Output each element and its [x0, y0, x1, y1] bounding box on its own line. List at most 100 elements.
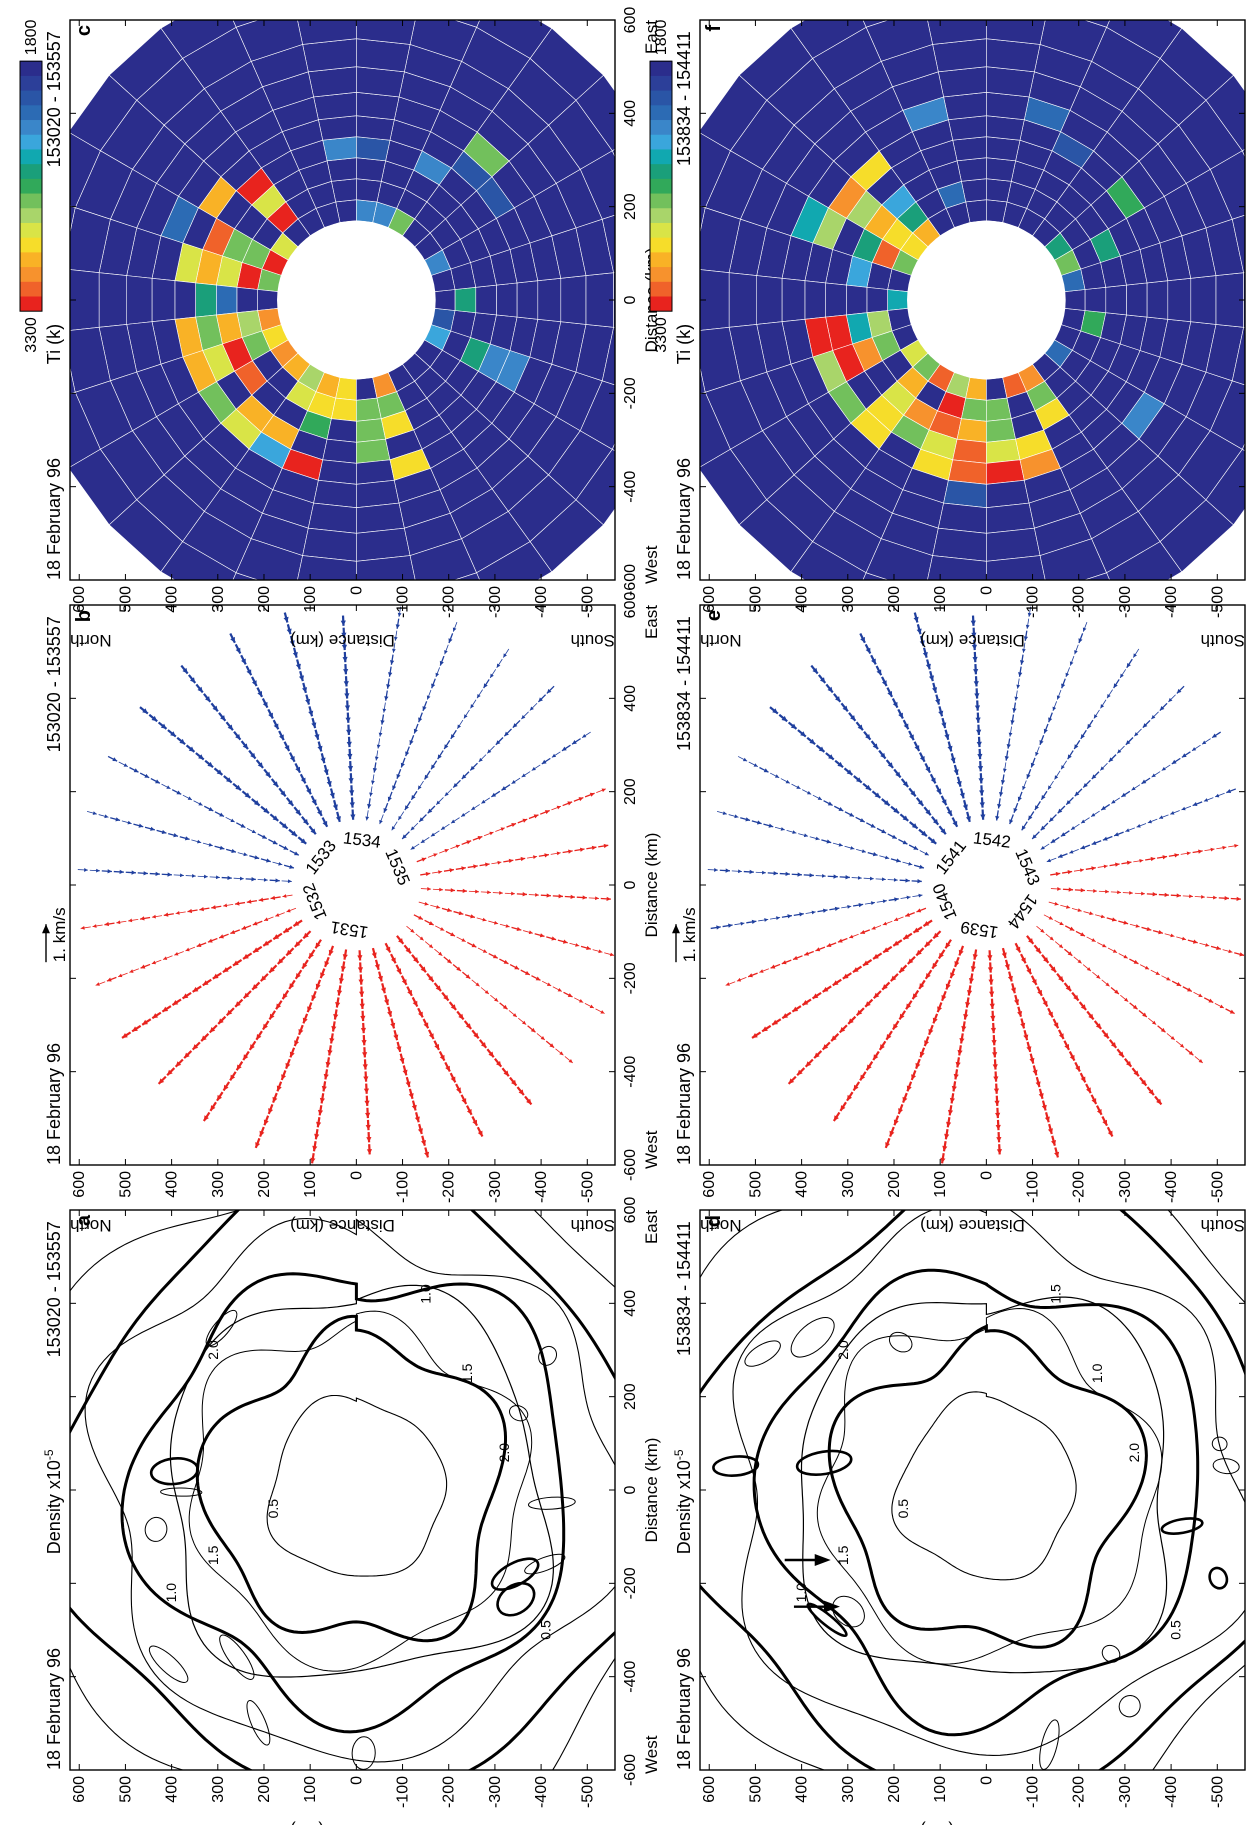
velocity-vector-head — [344, 693, 350, 699]
velocity-vector-head — [1179, 1043, 1185, 1048]
velocity-vector-head — [279, 734, 284, 741]
y-tick-label: 300 — [840, 586, 857, 613]
velocity-vector-head — [424, 901, 429, 906]
velocity-vector-head — [449, 868, 455, 873]
x-tick-label: -200 — [622, 962, 639, 994]
velocity-vector-head — [1176, 982, 1182, 986]
velocity-vector-head — [818, 746, 825, 752]
velocity-vector-head — [792, 830, 797, 834]
colorbar-swatch — [650, 251, 672, 268]
velocity-vector-head — [961, 1025, 967, 1032]
velocity-vector-head — [1052, 706, 1057, 711]
velocity-vector-head — [203, 1115, 209, 1122]
velocity-vector-head — [465, 1023, 472, 1029]
velocity-vector-head — [471, 943, 477, 948]
velocity-vector-head — [503, 1070, 509, 1077]
velocity-vector-head — [1058, 975, 1064, 982]
velocity-vector-head — [412, 1000, 418, 1007]
velocity-vector-head — [372, 767, 378, 773]
y-tick-label: 400 — [794, 1776, 811, 1803]
colorbar-swatch — [650, 60, 672, 76]
velocity-vector-head — [258, 897, 264, 902]
velocity-vector-head — [208, 807, 214, 811]
y-tick-label: 300 — [210, 586, 227, 613]
center-hole — [277, 220, 436, 380]
density-contour — [891, 1391, 1077, 1581]
velocity-vector-head — [340, 620, 346, 626]
y-tick-label: 500 — [117, 586, 134, 613]
colorbar: 3300 1800 — [649, 20, 673, 353]
south-label-group: South — [1201, 1216, 1245, 1235]
velocity-vector-head — [997, 803, 1002, 809]
velocity-vector-head — [919, 640, 925, 646]
velocity-vector-head — [1031, 979, 1037, 985]
velocity-vector-head — [974, 693, 980, 699]
parameter-label: Density x10-5 — [42, 1449, 64, 1554]
velocity-vector-head — [940, 1157, 946, 1164]
date-label: 18 February 96 — [674, 458, 694, 580]
y-tick-label: -400 — [533, 1171, 550, 1203]
velocity-vector-head — [380, 987, 386, 994]
temperature-cell — [1064, 289, 1086, 311]
colorbar-frame — [19, 60, 43, 312]
velocity-vector-head — [572, 740, 577, 745]
velocity-vector-head — [364, 1100, 370, 1106]
velocity-vector-head — [1077, 959, 1082, 964]
temperature-sectors — [70, 20, 615, 580]
x-tick-label: 600 — [622, 592, 639, 619]
velocity-vector-head — [420, 839, 425, 843]
velocity-vector-head — [390, 1022, 396, 1029]
velocity-vector-head — [909, 734, 914, 741]
velocity-vector-head — [714, 868, 718, 872]
velocity-vector-head — [973, 669, 979, 675]
velocity-vector-head — [807, 790, 812, 795]
panel-letter: d — [703, 1215, 725, 1227]
velocity-vector-head — [812, 993, 819, 999]
temperature-cell — [1084, 286, 1107, 314]
velocity-vector-head — [749, 869, 754, 875]
velocity-vector-head — [941, 994, 947, 1001]
velocity-vector-head — [1126, 662, 1131, 668]
velocity-vector-head — [850, 846, 855, 850]
velocity-vector-head — [753, 763, 758, 767]
velocity-vector-head — [132, 1026, 138, 1032]
velocity-vector-head — [254, 855, 260, 860]
colorbar-swatch — [20, 134, 42, 150]
velocity-vector-head — [396, 968, 402, 975]
velocity-vector-head — [521, 715, 526, 720]
y-tick-label: 400 — [794, 1171, 811, 1198]
velocity-vector-head — [860, 929, 866, 934]
colorbar-swatch — [20, 281, 42, 297]
density-island-contour — [1208, 1566, 1229, 1590]
velocity-vector-head — [947, 810, 952, 816]
velocity-vector-head — [1141, 1079, 1147, 1086]
velocity-vector-head — [196, 942, 202, 947]
velocity-vector-head — [883, 947, 889, 953]
velocity-vector-head — [320, 757, 326, 764]
velocity-vector-head — [959, 1037, 965, 1044]
velocity-vector-head — [424, 774, 429, 780]
velocity-vector-head — [317, 745, 323, 752]
velocity-vector-head — [562, 939, 568, 944]
velocity-vector-head — [965, 1002, 971, 1008]
velocity-vector-head — [463, 714, 468, 719]
velocity-vector-head — [759, 969, 764, 973]
velocity-vector-head — [1002, 768, 1007, 773]
velocity-vector-head — [410, 928, 415, 933]
velocity-vector-head — [166, 785, 171, 789]
velocity-vector-head — [1014, 696, 1019, 701]
velocity-vector-head — [287, 879, 292, 884]
velocity-vector-head — [131, 870, 136, 875]
velocity-vector-head — [1158, 930, 1163, 935]
x-tick-label: 600 — [622, 1197, 639, 1224]
velocity-vector-head — [1188, 1050, 1194, 1056]
velocity-vector-head — [1010, 987, 1016, 994]
temperature-cell — [917, 592, 986, 636]
velocity-vector-head — [1192, 939, 1198, 944]
velocity-vector-head — [202, 980, 209, 986]
velocity-vector-head — [1105, 982, 1110, 987]
velocity-vector-head — [992, 1064, 998, 1070]
velocity-vector-head — [151, 914, 156, 919]
velocity-vector-head — [349, 802, 355, 808]
velocity-vector-head — [323, 769, 329, 775]
